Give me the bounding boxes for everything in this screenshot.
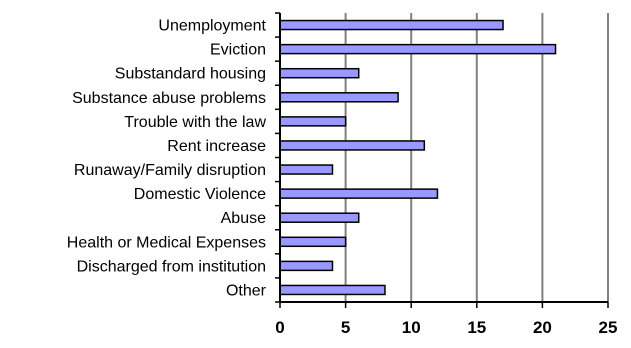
bar-12 [279,284,386,296]
bar-8 [279,188,439,199]
category-label: Abuse [221,210,266,227]
x-tick-label: 10 [402,318,421,337]
bar-2 [279,43,557,55]
x-tick-label: 5 [341,318,350,337]
bar-3 [279,67,360,79]
x-tick-label: 25 [599,318,618,337]
x-tick-label: 0 [275,318,284,337]
bar-10 [279,236,347,248]
x-tick-label: 20 [533,318,552,337]
bar-7 [279,164,334,175]
x-tick-label: 15 [467,318,486,337]
bar-6 [279,140,426,151]
category-label: Trouble with the law [124,114,266,131]
category-label: Runaway/Family disruption [74,162,266,179]
category-label: Rent increase [167,138,266,155]
bar-1 [279,19,504,31]
gridlines [344,13,609,302]
bar-11 [279,260,334,272]
category-label: Substandard housing [115,66,266,83]
category-label: Domestic Violence [134,186,266,203]
bar-5 [279,116,347,127]
tick-labels: 0 5 10 15 20 25 [275,318,617,337]
category-label: Other [226,282,267,299]
category-label: Discharged from institution [77,258,266,275]
category-label: Eviction [210,42,266,59]
axes [275,12,609,308]
bars [279,19,557,296]
category-labels: Unemployment Eviction Substandard housing S… [67,18,267,300]
bar-4 [279,92,399,103]
category-label: Health or Medical Expenses [67,234,266,251]
bar-9 [279,212,360,223]
category-label: Substance abuse problems [72,90,266,107]
category-label: Unemployment [158,18,266,35]
